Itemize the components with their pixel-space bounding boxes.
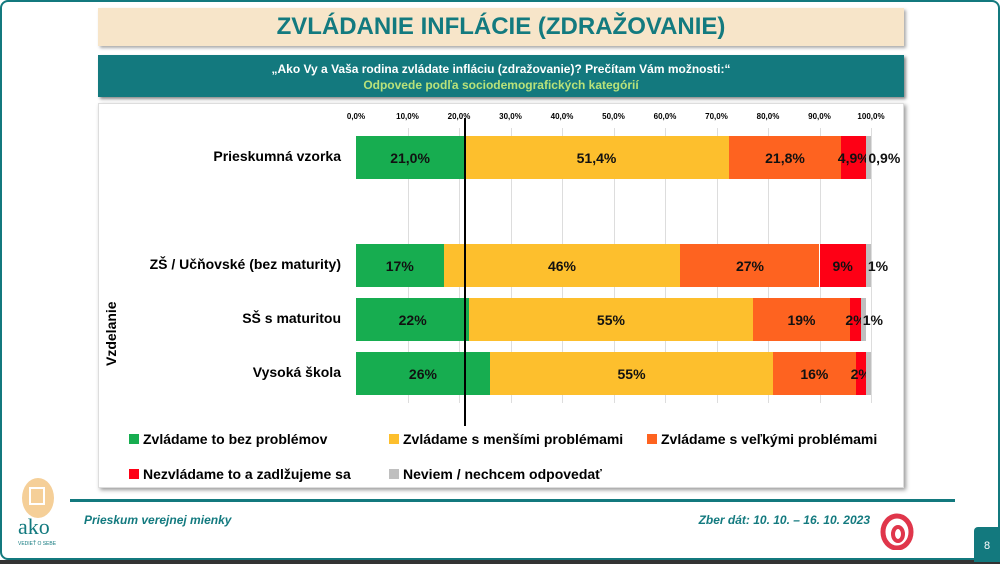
legend-item: Neviem / nechcem odpovedať [389,466,602,482]
x-tick-label: 0,0% [346,112,366,121]
legend-item: Nezvládame to a zadlžujeme sa [129,466,351,482]
data-label: 26% [408,365,437,382]
bar-segment: 9% [819,244,866,287]
legend-item: Zvládame to bez problémov [129,431,327,447]
footer-right: Zber dát: 10. 10. – 16. 10. 2023 [698,513,870,527]
page-number: 8 [974,527,1000,562]
data-label: 46% [547,257,576,274]
data-label: 21,8% [765,149,805,166]
footer-line [70,499,955,502]
legend-swatch [129,469,139,479]
bar-segment: 1% [865,244,888,287]
data-label: 51,4% [576,149,617,166]
subtitle-text: Odpovede podľa sociodemografických kateg… [363,78,639,92]
x-tick-label: 40,0% [550,112,574,121]
data-label: 2% [845,311,866,328]
data-label: 1% [867,257,889,274]
bar-segment: 19% [752,298,851,341]
x-tick-label: 60,0% [653,112,677,121]
bar-segment: 16% [773,352,856,395]
legend-label: Nezvládame to a zadlžujeme sa [143,466,351,482]
bar-segment: 26% [356,352,490,395]
stacked-bar-chart: Vzdelanie 0,0% 10,0% 20,0% 30,0% 40,0% 50,0% 6… [98,103,904,488]
bar-segment: 21,8% [728,136,842,179]
x-tick-label: 80,0% [756,112,780,121]
bar-segment: 51,4% [464,136,729,179]
question-box: „Ako Vy a Vaša rodina zvládate infláciu … [98,55,904,97]
x-tick-label: 30,0% [499,112,522,121]
data-label: 4,9% [837,149,870,166]
x-tick-label: 70,0% [705,112,728,121]
bar-segment: 46% [443,244,681,287]
x-tick-label: 100,0% [857,112,885,121]
category-label: Prieskumná vzorka [213,148,341,164]
legend-label: Zvládame to bez problémov [143,431,328,447]
bar-segment: 55% [489,352,774,395]
gridline [871,128,872,403]
bar-segment: 4,9% [838,136,870,179]
svg-text:ako: ako [18,514,50,539]
data-label: 1% [862,311,883,328]
x-tick-label: 90,0% [808,112,831,121]
slide-title: ZVLÁDANIE INFLÁCIE (ZDRAŽOVANIE) [98,8,904,46]
data-label: 16% [800,365,829,382]
svg-text:VEDIEŤ O SEBE: VEDIEŤ O SEBE [18,539,57,547]
legend-swatch [647,434,657,444]
data-label: 0,9% [868,149,901,166]
category-label: SŠ s maturitou [242,310,341,326]
legend-label: Zvládame s veľkými problémami [661,431,878,447]
data-label: 27% [735,257,764,274]
legend-item: Zvládame s veľkými problémami [647,431,877,447]
bar-segment: 2% [845,298,866,341]
bar-segment: 21,0% [356,136,465,179]
legend-swatch [389,434,399,444]
bar-segment: 27% [680,244,820,287]
category-label: Vysoká škola [252,364,341,380]
bottom-bar [0,560,1000,564]
reference-line [464,118,467,426]
data-label: 9% [832,257,853,274]
x-tick-label: 10,0% [396,112,419,121]
bar-segment: 0,9% [866,136,900,179]
footer-left: Prieskum verejnej mienky [84,513,232,527]
bar-segment: 2% [851,352,871,395]
bar-segment: 55% [469,298,753,341]
question-text: „Ako Vy a Vaša rodina zvládate infláciu … [271,62,731,76]
bar-segment: 22% [356,298,470,341]
x-tick-label: 50,0% [602,112,625,121]
bar-segment [865,352,871,395]
legend-swatch [129,434,139,444]
data-label: 2% [850,365,871,382]
spiral-logo-icon [880,513,914,550]
bar-segment: 17% [356,244,444,287]
bar-segment: 1% [860,298,883,341]
legend-item: Zvládame s menšími problémami [389,431,623,447]
legend-label: Zvládame s menšími problémami [403,431,624,447]
category-label: ZŠ / Učňovské (bez maturity) [149,256,341,272]
x-tick-label: 20,0% [447,112,471,121]
data-label: 19% [787,311,816,328]
legend-swatch [389,469,399,479]
data-label: 22% [398,311,427,328]
data-label: 17% [385,257,414,274]
legend-label: Neviem / nechcem odpovedať [403,466,602,482]
data-label: 55% [596,311,625,328]
data-label: 55% [617,365,646,382]
ako-logo: ako VEDIEŤ O SEBE [18,478,57,547]
data-label: 21,0% [390,149,430,166]
